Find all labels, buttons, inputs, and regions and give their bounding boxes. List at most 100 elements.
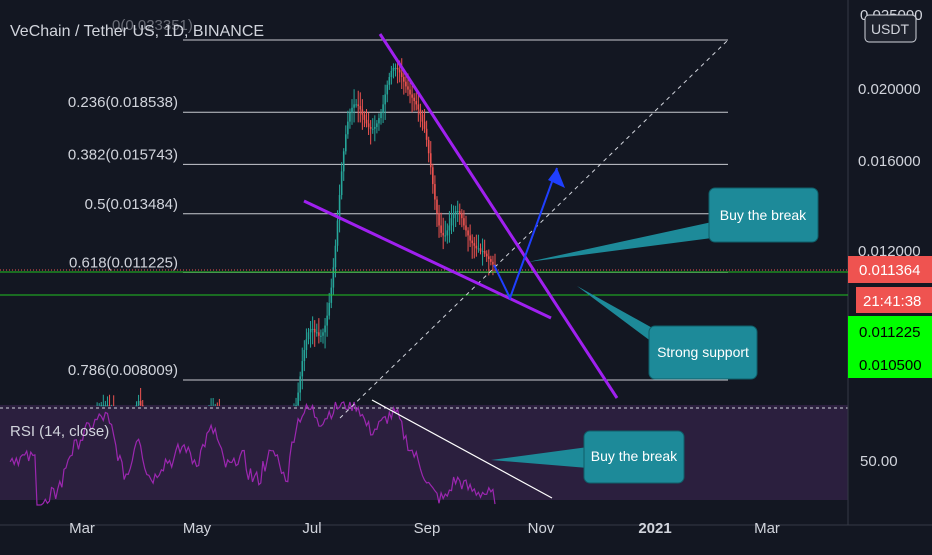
fib-label-0.236: 0.236(0.018538) (68, 94, 178, 111)
time-axis[interactable]: Mar May Jul Sep Nov 2021 Mar (69, 520, 780, 537)
candle (359, 92, 362, 123)
candle (467, 227, 469, 252)
candle (475, 234, 478, 257)
candles (96, 58, 496, 407)
candle (450, 204, 453, 235)
price-tick-2: 0.016000 (858, 153, 921, 170)
candle (301, 347, 304, 390)
price-tick-3: 0.012000 (858, 243, 921, 260)
callout-rsi-buy-break[interactable]: Buy the break (491, 430, 685, 484)
candle (332, 258, 335, 295)
rsi-label: RSI (14, close) (10, 423, 109, 440)
candle (461, 209, 463, 228)
candle (361, 99, 364, 130)
fib-label-0.618: 0.618(0.011225) (69, 254, 178, 271)
candle (380, 108, 382, 125)
candle (487, 249, 490, 276)
last-price-tag: 0.011364 (848, 256, 932, 283)
green-price-2: 0.010500 (859, 357, 922, 374)
candle (141, 400, 144, 407)
fib-label-0.382: 0.382(0.015743) (68, 146, 178, 163)
candle (295, 397, 297, 407)
candle (421, 110, 424, 131)
candle (485, 250, 488, 262)
candle (355, 99, 357, 108)
candle (307, 328, 310, 345)
rsi-trend-line[interactable] (371, 399, 553, 499)
candle (347, 110, 349, 139)
candle (351, 99, 353, 125)
price-tick-1: 0.020000 (858, 81, 921, 98)
candle (353, 89, 355, 123)
time-label-5: 2021 (638, 520, 671, 537)
candle (334, 239, 337, 278)
last-price-value: 0.011364 (859, 262, 920, 279)
forecast-path[interactable] (493, 167, 558, 301)
candle (390, 65, 393, 85)
candle (417, 91, 420, 122)
candle (477, 234, 480, 253)
candle (415, 92, 418, 111)
candle (458, 203, 461, 225)
candle (386, 80, 389, 103)
candle (100, 401, 103, 407)
candle (309, 321, 312, 348)
callout-strong-support-text: Strong support (657, 344, 749, 360)
candle (320, 329, 322, 343)
candle (463, 210, 465, 230)
candle (396, 60, 399, 84)
channel-upper-line[interactable] (378, 33, 619, 399)
candle (322, 328, 324, 344)
callout-buy-break[interactable]: Buy the break (528, 187, 819, 262)
candle (374, 115, 376, 142)
candle (305, 328, 308, 359)
candle (425, 120, 428, 147)
candle (452, 205, 455, 232)
forecast-arrowhead (548, 168, 565, 188)
callout-rsi-text: Buy the break (591, 448, 678, 464)
candle (438, 204, 440, 238)
candle (328, 292, 331, 320)
candle (297, 382, 299, 406)
rsi-line (9, 401, 496, 506)
candle (340, 162, 343, 200)
candle (444, 220, 447, 242)
candle (479, 243, 482, 255)
fib-label-0.786: 0.786(0.008009) (68, 362, 178, 379)
candle (427, 136, 430, 163)
candle (448, 211, 451, 243)
candle (371, 118, 374, 134)
candle (349, 108, 351, 129)
callout-strong-support[interactable]: Strong support (577, 286, 758, 380)
candle (342, 148, 345, 181)
usdt-badge[interactable]: USDT (864, 14, 917, 43)
fib-label-0.5: 0.5(0.013484) (85, 196, 178, 213)
candle (108, 394, 111, 407)
candle (365, 108, 368, 128)
candle (400, 58, 403, 90)
candle (481, 238, 484, 266)
candle (344, 125, 347, 155)
candle (454, 205, 457, 228)
green-price-1: 0.011225 (859, 324, 920, 341)
candle (436, 196, 438, 227)
channel-lower-line[interactable] (303, 199, 552, 320)
time-label-4: Nov (528, 520, 555, 537)
time-label-3: Sep (414, 520, 441, 537)
fib-top-label-overlap: 0(0.023351) (112, 17, 193, 34)
candle (473, 236, 476, 259)
candle (446, 223, 449, 244)
candle (324, 318, 326, 349)
candle (471, 234, 474, 259)
candle (382, 94, 384, 124)
candle (104, 400, 107, 407)
diagonal-trend-line[interactable] (339, 39, 729, 419)
candle (102, 394, 105, 407)
rsi-pane (9, 401, 496, 506)
fib-levels: 0.236(0.018538) 0.382(0.015743) 0.5(0.0134… (68, 39, 728, 381)
candle (299, 371, 301, 401)
candle (388, 72, 391, 90)
candle (369, 120, 372, 145)
